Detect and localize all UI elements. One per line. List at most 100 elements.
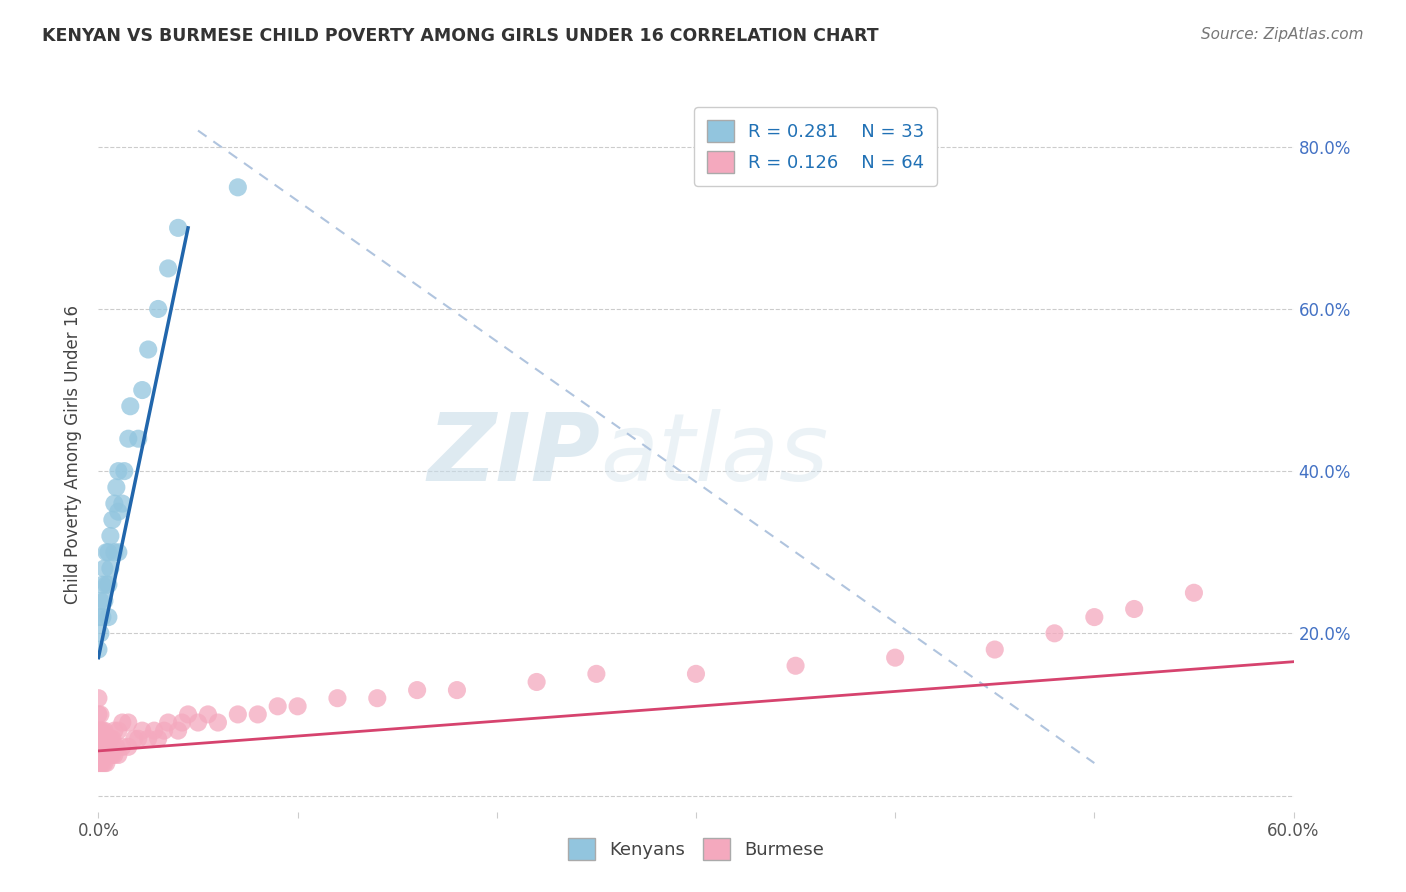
Text: KENYAN VS BURMESE CHILD POVERTY AMONG GIRLS UNDER 16 CORRELATION CHART: KENYAN VS BURMESE CHILD POVERTY AMONG GI… (42, 27, 879, 45)
Point (107, 505, 129, 519)
Point (87, 642, 110, 657)
Point (172, 715, 194, 730)
Point (226, 707, 249, 722)
Point (101, 731, 124, 746)
Point (97, 577, 120, 591)
Point (143, 723, 166, 738)
Point (103, 545, 125, 559)
Point (111, 739, 134, 754)
Point (96, 756, 118, 770)
Point (97, 731, 120, 746)
Point (100, 731, 122, 746)
Point (87, 756, 110, 770)
Point (111, 715, 134, 730)
Point (785, 658, 807, 673)
Point (187, 715, 209, 730)
Point (167, 723, 190, 738)
Point (1083, 610, 1105, 624)
Point (107, 464, 129, 478)
Point (267, 699, 290, 714)
Point (984, 642, 1007, 657)
Point (103, 497, 125, 511)
Point (107, 747, 129, 762)
Point (105, 480, 128, 494)
Point (131, 723, 153, 738)
Point (93, 723, 115, 738)
Point (97, 747, 120, 762)
Point (87, 739, 110, 754)
Point (124, 731, 146, 746)
Point (120, 399, 142, 413)
Point (326, 691, 349, 706)
Point (406, 683, 429, 698)
Point (117, 739, 139, 754)
Point (1182, 586, 1205, 600)
Point (93, 561, 115, 575)
Point (100, 747, 122, 762)
Point (89, 594, 111, 608)
Point (93, 756, 115, 770)
Point (207, 715, 229, 730)
Point (111, 497, 134, 511)
Point (97, 545, 120, 559)
Point (112, 464, 135, 478)
Point (93, 594, 115, 608)
Point (87, 691, 110, 706)
Point (89, 723, 111, 738)
Point (101, 747, 124, 762)
Point (446, 683, 468, 698)
Point (127, 731, 149, 746)
Point (91, 756, 114, 770)
Point (91, 577, 114, 591)
Point (96, 731, 118, 746)
Point (101, 513, 124, 527)
Point (685, 666, 707, 681)
Point (148, 731, 170, 746)
Point (1123, 602, 1146, 616)
Point (246, 707, 269, 722)
Point (89, 707, 111, 722)
Point (136, 343, 159, 357)
Point (91, 723, 114, 738)
Point (97, 610, 120, 624)
Point (167, 220, 190, 235)
Y-axis label: Child Poverty Among Girls Under 16: Child Poverty Among Girls Under 16 (65, 305, 83, 605)
Text: atlas: atlas (600, 409, 828, 500)
Point (157, 715, 180, 730)
Point (103, 747, 125, 762)
Point (148, 301, 170, 316)
Point (87, 610, 110, 624)
Point (884, 650, 907, 665)
Point (287, 699, 309, 714)
Text: ZIP: ZIP (427, 409, 600, 501)
Point (226, 180, 249, 194)
Point (157, 261, 180, 276)
Point (103, 723, 125, 738)
Point (89, 756, 111, 770)
Point (91, 739, 114, 754)
Point (136, 731, 159, 746)
Point (177, 707, 200, 722)
Point (127, 432, 149, 446)
Point (96, 545, 118, 559)
Point (89, 739, 111, 754)
Point (93, 739, 115, 754)
Point (117, 715, 139, 730)
Point (105, 739, 128, 754)
Point (585, 666, 607, 681)
Point (100, 529, 122, 543)
Point (366, 691, 388, 706)
Point (107, 545, 129, 559)
Point (526, 675, 548, 690)
Point (107, 723, 129, 738)
Point (87, 707, 110, 722)
Point (100, 561, 122, 575)
Point (96, 577, 118, 591)
Point (117, 432, 139, 446)
Point (197, 707, 219, 722)
Point (153, 723, 176, 738)
Point (87, 723, 110, 738)
Point (131, 383, 153, 397)
Point (91, 610, 114, 624)
Point (1043, 626, 1066, 640)
